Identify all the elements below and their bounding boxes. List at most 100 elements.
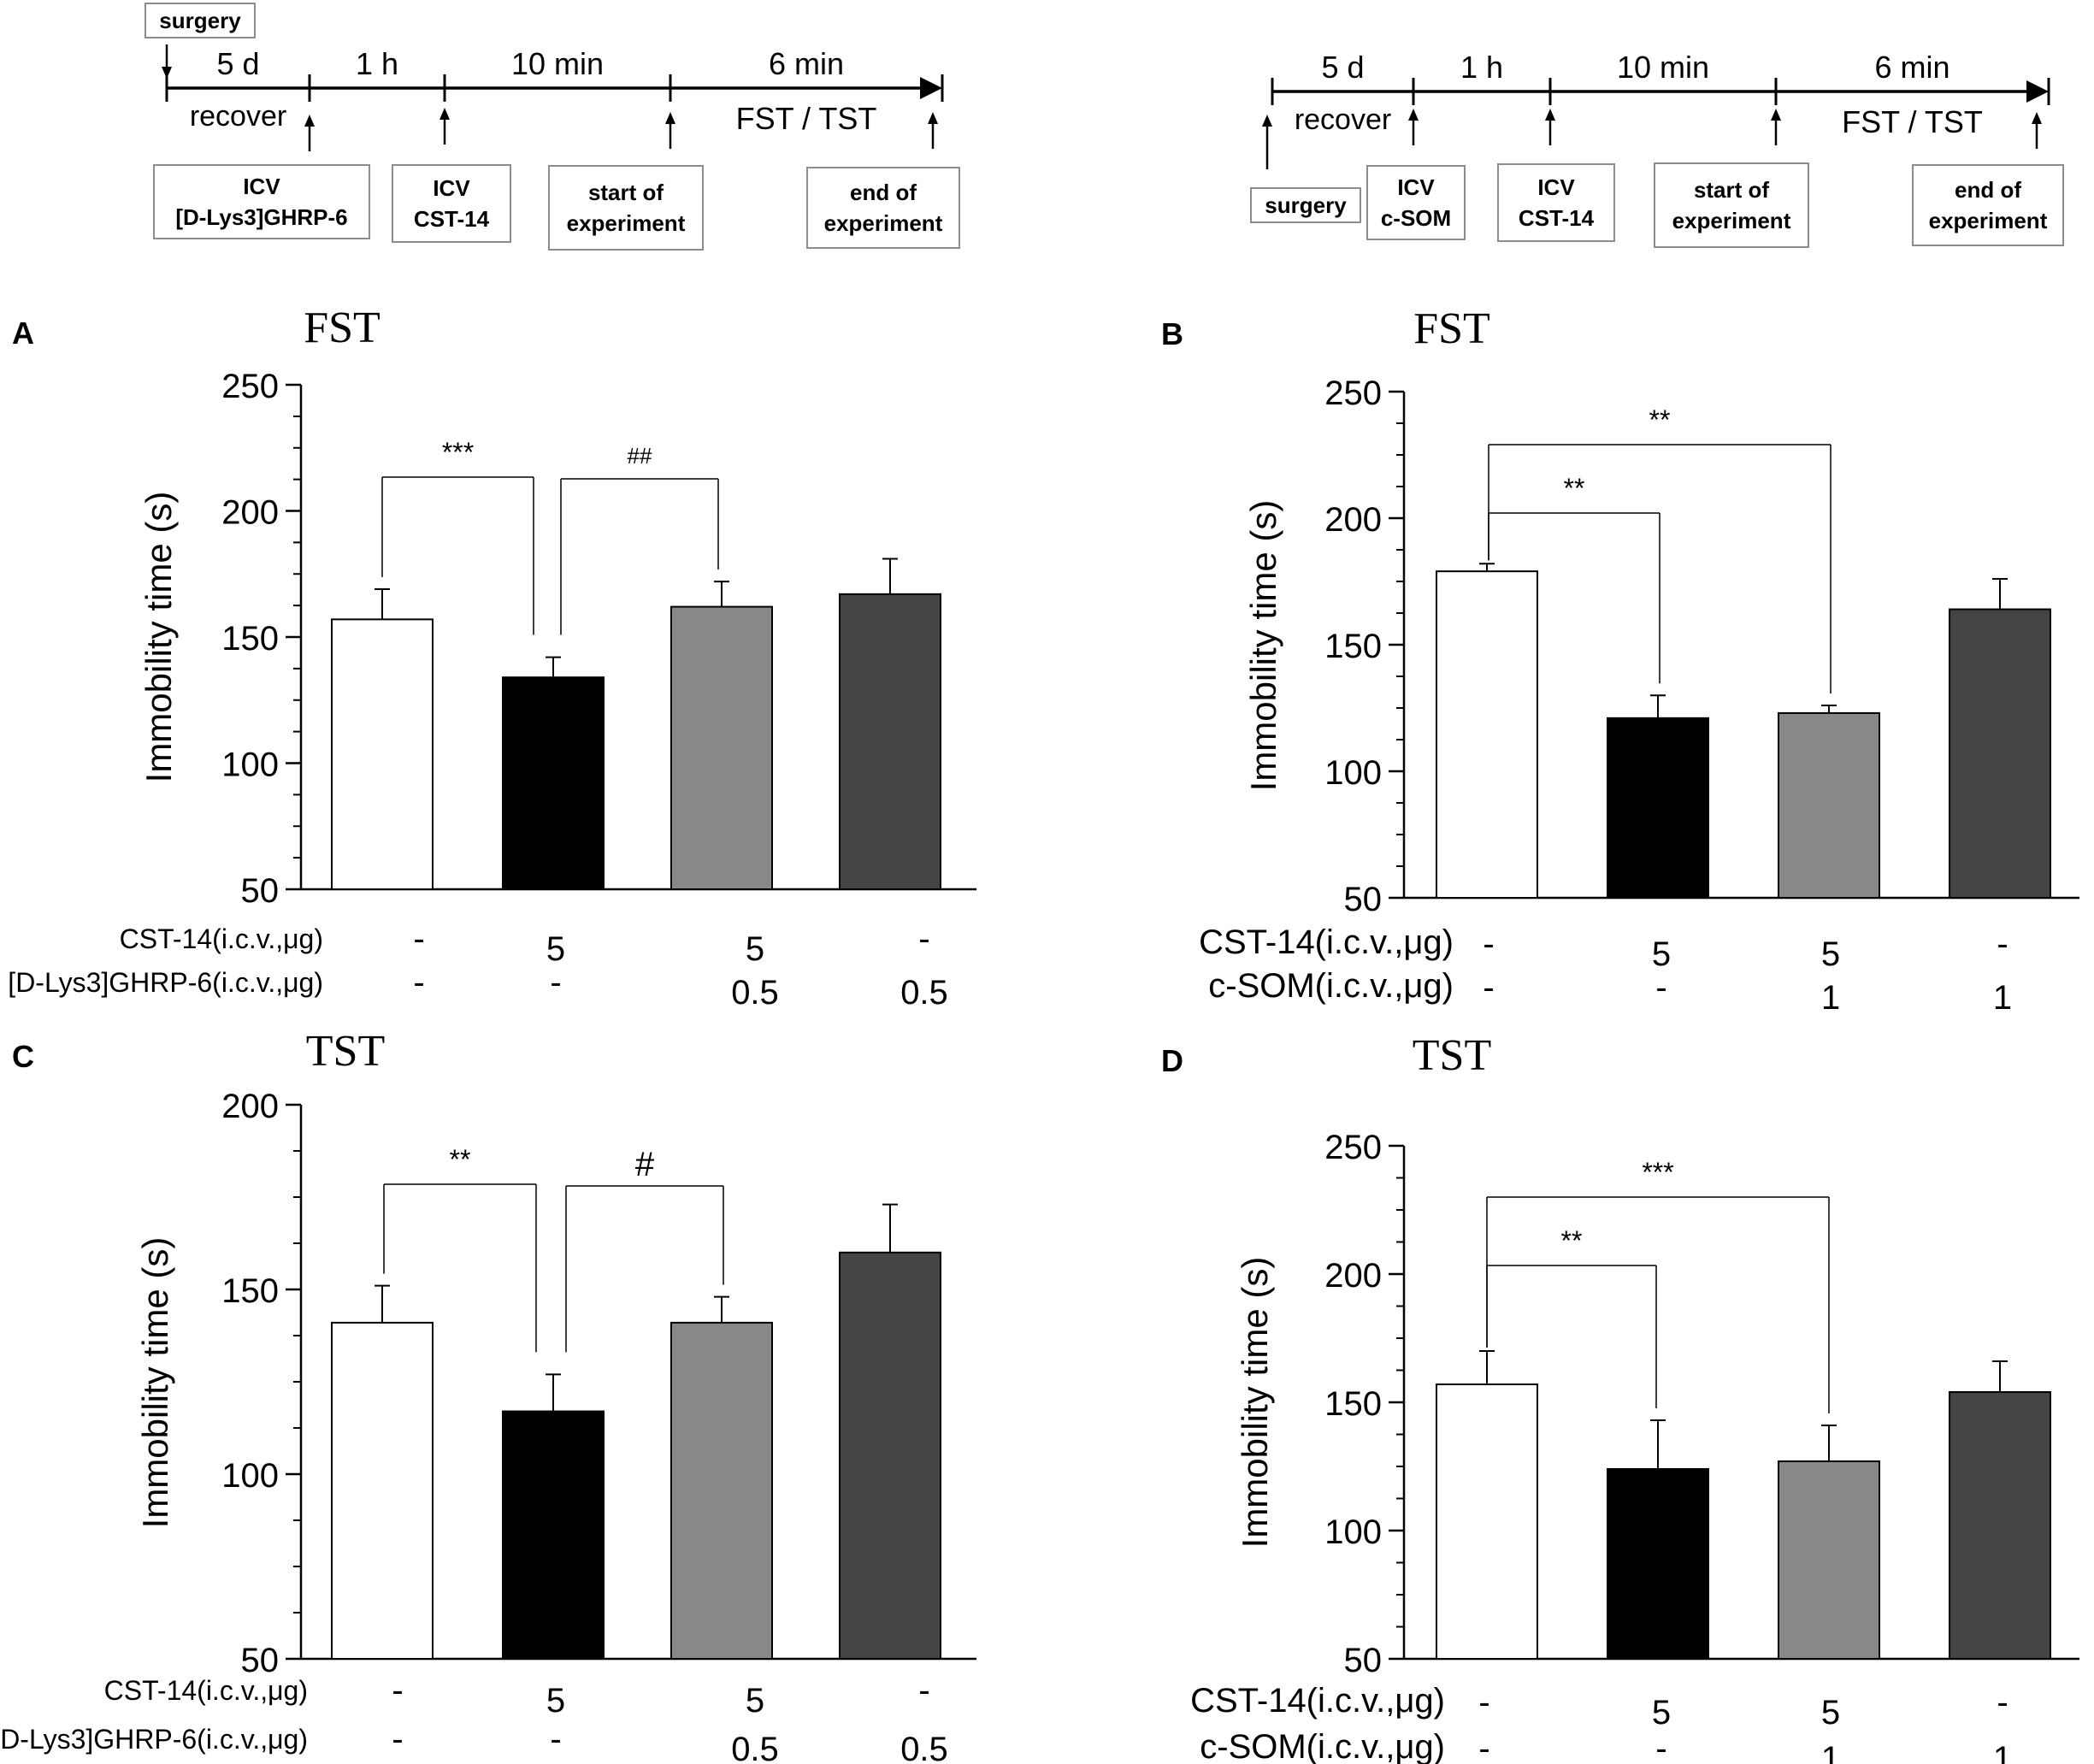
event-box-2: ICV CST-14 (392, 164, 511, 243)
treatment-value-0-2: 5 (1821, 1694, 1840, 1732)
y-tick-label-4: 250 (1324, 375, 1382, 412)
significance-label: ** (1561, 1225, 1583, 1256)
treatment-value-1-2: 0.5 (731, 974, 779, 1012)
event-box-3-line-1: experiment (567, 210, 686, 236)
recover-label: recover (1295, 103, 1391, 136)
event-box-0: surgery (1250, 187, 1361, 223)
event-box-1: ICV c-SOM (1366, 165, 1466, 240)
event-arrow-0 (162, 44, 172, 79)
event-box-0-line-0: surgery (1265, 192, 1347, 218)
interval-label-3: 6 min (1874, 50, 1949, 85)
significance-0: *** (381, 437, 534, 635)
treatment-value-0-0: - (413, 920, 424, 958)
event-box-3-line-1: experiment (1672, 208, 1791, 233)
bar-1 (1607, 1468, 1709, 1660)
significance-label: *** (442, 437, 474, 468)
treatment-value-1-0: - (413, 964, 424, 1001)
recover-label: recover (190, 100, 286, 133)
y-tick-label-0: 50 (241, 1642, 280, 1679)
panel-letter: D (1161, 1043, 1183, 1078)
event-box-4-frame (1912, 164, 2064, 246)
bar-3 (1949, 1391, 2051, 1660)
event-box-4-line-0: end of (850, 180, 917, 205)
panel-B: B FST 50 100 150 200 250 Immobility time (s) ** *… (1161, 304, 2079, 1017)
event-box-4-line-1: experiment (824, 210, 943, 236)
event-box-1: ICV [D-Lys3]GHRP-6 (153, 164, 370, 239)
treatment-value-0-3: - (918, 920, 929, 958)
bar-2 (670, 605, 773, 890)
event-box-2-line-0: ICV (433, 175, 470, 201)
significance-label: ** (1649, 404, 1671, 435)
chart-title: FST (304, 304, 380, 352)
treatment-value-1-3: 0.5 (900, 974, 948, 1012)
y-tick-label-2: 150 (1324, 1385, 1382, 1423)
event-arrow-3-head (665, 112, 675, 124)
event-box-0-frame (145, 3, 256, 38)
bar-1 (502, 1410, 605, 1661)
event-arrow-3 (1771, 109, 1781, 145)
bar-2 (670, 1321, 773, 1660)
treatment-value-0-3: - (918, 1672, 929, 1709)
treatment-value-1-3: 1 (1993, 979, 2012, 1017)
event-box-1-line-1: [D-Lys3]GHRP-6 (175, 204, 347, 230)
y-tick-label-4: 250 (221, 368, 279, 405)
event-arrow-1-head (304, 115, 315, 127)
y-tick-label-2: 150 (1324, 628, 1382, 665)
y-tick-label-3: 200 (221, 494, 279, 532)
significance-1: # (565, 1146, 724, 1353)
bar-0 (1436, 570, 1538, 899)
treatment-value-0-0: - (1483, 925, 1494, 963)
bar-0 (1436, 1383, 1538, 1660)
event-box-4: end of experiment (1912, 164, 2064, 246)
bar-0 (331, 1321, 434, 1660)
y-tick-label-0: 50 (1344, 1642, 1383, 1679)
event-box-2-line-1: CST-14 (414, 206, 490, 232)
treatment-value-1-2: 1 (1821, 979, 1840, 1017)
treatment-value-0-0: - (1478, 1684, 1489, 1721)
event-arrow-3-head (1771, 109, 1781, 121)
y-axis-label: Immobility time (s) (135, 1237, 175, 1529)
treatment-row-label-1: [D-Lys3]GHRP-6(i.c.v.,μg) (8, 967, 323, 998)
bar-3 (1949, 608, 2051, 899)
y-axis-label: Immobility time (s) (139, 492, 179, 783)
event-box-4-line-0: end of (1955, 177, 2021, 203)
y-tick-label-2: 150 (221, 1272, 279, 1310)
chart-title: TST (306, 1027, 385, 1076)
event-box-1-line-1: c-SOM (1381, 205, 1451, 231)
treatment-value-0-2: 5 (746, 1682, 764, 1720)
significance-label: # (635, 1146, 655, 1183)
significance-label: *** (1642, 1157, 1673, 1188)
treatment-row-label-0: CST-14(i.c.v.,μg) (104, 1675, 308, 1706)
event-box-4: end of experiment (806, 167, 960, 249)
interval-label-1: 1 h (356, 46, 398, 81)
event-box-3: start of experiment (1654, 162, 1809, 248)
event-box-0: surgery (145, 3, 256, 38)
treatment-value-1-3: 1 (1993, 1740, 2012, 1764)
interval-label-2: 10 min (1617, 50, 1709, 85)
y-tick-label-1: 100 (1324, 754, 1382, 792)
treatment-value-0-3: - (1997, 925, 2008, 963)
panel-letter: A (12, 316, 34, 351)
bar-2 (1778, 711, 1880, 899)
treatment-value-1-1: - (1655, 1730, 1666, 1764)
event-arrow-1 (304, 115, 315, 151)
y-axis-label: Immobility time (s) (1235, 1257, 1275, 1549)
bar-1 (1607, 717, 1709, 900)
event-arrow-0-head (162, 67, 172, 79)
event-arrow-4 (2032, 112, 2042, 149)
interval-label-3: 6 min (769, 46, 844, 81)
event-box-1-frame (1366, 165, 1466, 240)
timeline-right: 5 d 1 h 10 min 6 min recover FST / TST surgery… (1250, 50, 2064, 248)
y-tick-label-1: 100 (221, 1457, 279, 1495)
y-tick-label-2: 150 (221, 620, 279, 658)
y-tick-label-4: 250 (1324, 1129, 1382, 1166)
interval-label-0: 5 d (216, 46, 259, 81)
event-arrow-1 (1408, 109, 1419, 145)
treatment-value-1-1: - (550, 964, 561, 1001)
treatment-row-label-0: CST-14(i.c.v.,μg) (1199, 923, 1454, 961)
treatment-row-label-0: CST-14(i.c.v.,μg) (120, 923, 323, 954)
test-label: FST / TST (1842, 104, 1983, 139)
treatment-value-1-0: - (1478, 1730, 1489, 1764)
significance-label: ## (628, 443, 652, 469)
event-box-0-line-0: surgery (159, 8, 241, 33)
